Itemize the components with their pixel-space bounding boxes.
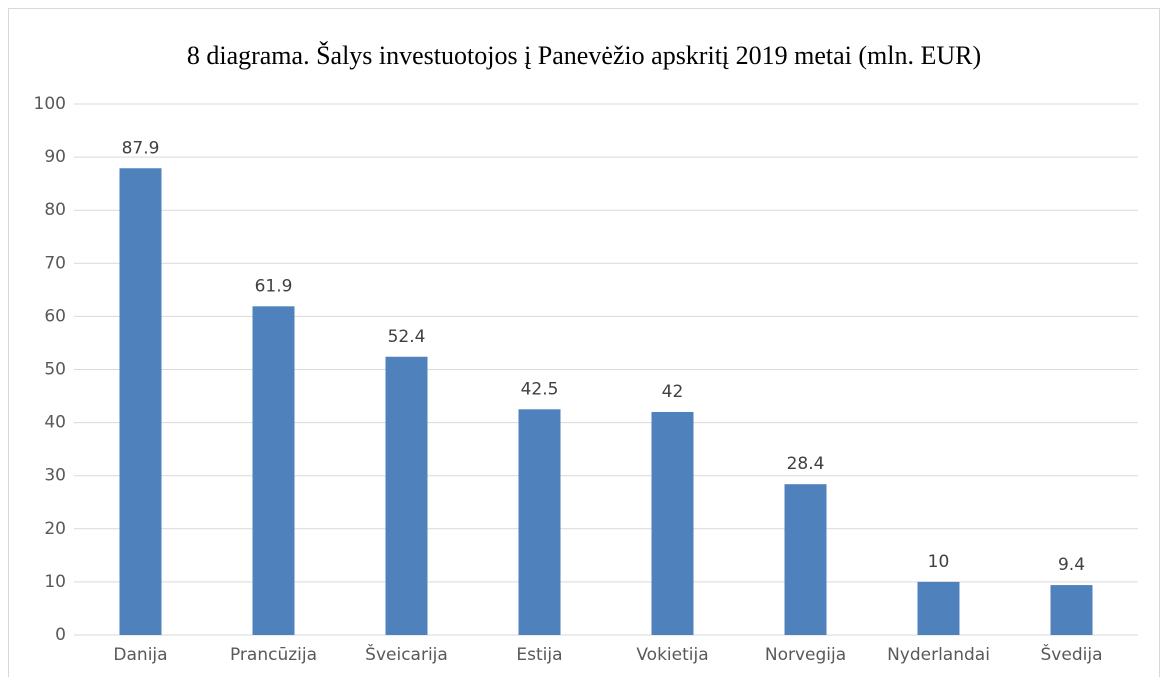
y-tick-label: 80 [44, 200, 66, 220]
x-tick-label: Nyderlandai [887, 645, 990, 665]
y-tick-label: 0 [55, 625, 66, 645]
y-tick-label: 90 [44, 147, 66, 167]
x-tick-label: Švedija [1041, 643, 1103, 665]
bar [119, 168, 162, 635]
bar [252, 306, 295, 635]
data-label: 87.9 [122, 138, 160, 158]
x-tick-label: Šveicarija [365, 643, 448, 665]
x-tick-label: Vokietija [636, 645, 708, 665]
y-tick-label: 50 [44, 360, 66, 380]
bar [1050, 585, 1093, 635]
data-label: 61.9 [255, 276, 293, 296]
y-tick-label: 70 [44, 253, 66, 273]
data-label: 42.5 [521, 379, 559, 399]
y-tick-label: 40 [44, 413, 66, 433]
bar [917, 581, 960, 635]
data-label: 52.4 [388, 327, 426, 347]
data-label: 42 [662, 382, 684, 402]
data-label: 28.4 [787, 454, 825, 474]
chart-border [8, 8, 1160, 677]
bar [518, 409, 561, 635]
y-tick-label: 100 [34, 94, 66, 114]
data-label: 9.4 [1058, 555, 1085, 575]
chart-title: 8 diagrama. Šalys investuotojos į Panevė… [187, 41, 981, 70]
bar [385, 356, 428, 635]
y-tick-label: 20 [44, 519, 66, 539]
y-tick-label: 60 [44, 306, 66, 326]
x-tick-label: Prancūzija [230, 645, 317, 665]
bar [784, 484, 827, 635]
x-tick-label: Estija [516, 645, 562, 665]
y-tick-label: 10 [44, 572, 66, 592]
x-tick-label: Danija [113, 645, 167, 665]
data-label: 10 [928, 552, 950, 572]
y-tick-label: 30 [44, 466, 66, 486]
bar [651, 411, 694, 635]
x-tick-label: Norvegija [765, 645, 846, 665]
